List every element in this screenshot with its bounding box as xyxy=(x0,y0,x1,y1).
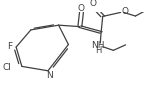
Text: Cl: Cl xyxy=(2,63,11,72)
Text: NH: NH xyxy=(91,41,105,50)
Text: H: H xyxy=(95,46,101,55)
Text: O: O xyxy=(122,7,129,16)
Text: O: O xyxy=(78,3,85,12)
Text: F: F xyxy=(7,42,12,51)
Text: N: N xyxy=(46,71,53,80)
Text: O: O xyxy=(89,0,96,8)
